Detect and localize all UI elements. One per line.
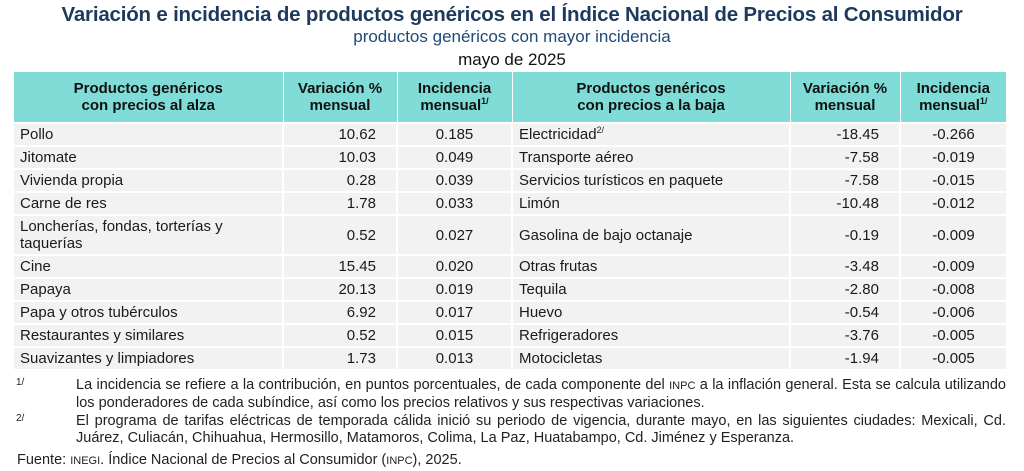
variation-up-cell: 1.78: [282, 191, 397, 215]
variation-up-cell: 15.45: [282, 254, 397, 278]
product-down-cell: Motocicletas: [511, 346, 790, 369]
incidence-up-cell: 0.015: [396, 323, 512, 347]
variation-down-cell: -3.48: [789, 254, 900, 278]
product-down-cell: Huevo: [511, 300, 790, 324]
variation-down-cell: -18.45: [789, 122, 900, 146]
variation-up-cell: 0.52: [282, 323, 397, 347]
incidence-up-cell: 0.019: [396, 277, 512, 301]
variation-up-cell: 20.13: [282, 277, 397, 301]
table-row: Carne de res 1.78 0.033 Limón -10.48 -0.012: [14, 191, 1006, 215]
variation-up-cell: 1.73: [282, 346, 397, 369]
variation-down-cell: -0.19: [789, 214, 900, 255]
incidence-down-cell: -0.015: [899, 168, 1006, 192]
variation-down-cell: -7.58: [789, 168, 900, 192]
table-row: Cine 15.45 0.020 Otras frutas -3.48 -0.009: [14, 254, 1006, 278]
product-up-cell: Vivienda propia: [14, 168, 283, 192]
incidence-table: Productos genéricos con precios al alza V…: [14, 72, 1006, 369]
incidence-down-cell: -0.009: [899, 254, 1006, 278]
incidence-up-cell: 0.049: [396, 145, 512, 169]
table-row: Jitomate 10.03 0.049 Transporte aéreo -7.58-…: [14, 145, 1006, 169]
header-up-product: Productos genéricos con precios al alza: [14, 72, 283, 123]
incidence-down-cell: -0.009: [899, 214, 1006, 255]
table-row: Papa y otros tubérculos 6.92 0.017 Huevo -0.…: [14, 300, 1006, 324]
incidence-up-cell: 0.185: [396, 122, 512, 146]
incidence-up-cell: 0.017: [396, 300, 512, 324]
variation-up-cell: 0.28: [282, 168, 397, 192]
variation-down-cell: -1.94: [789, 346, 900, 369]
table-row: Vivienda propia 0.28 0.039 Servicios turíst…: [14, 168, 1006, 192]
product-up-cell: Loncherías, fondas, torterías y taquería…: [14, 214, 283, 255]
product-down-cell: Servicios turísticos en paquete: [511, 168, 790, 192]
variation-down-cell: -0.54: [789, 300, 900, 324]
variation-up-cell: 0.52: [282, 214, 397, 255]
incidence-down-cell: -0.005: [899, 323, 1006, 347]
footnote-mark: 2/: [16, 413, 25, 424]
variation-up-cell: 10.03: [282, 145, 397, 169]
header-down-incidence: Incidencia mensual1/: [899, 72, 1006, 123]
incidence-up-cell: 0.020: [396, 254, 512, 278]
footnote-mark: 1/: [16, 377, 25, 388]
variation-down-cell: -10.48: [789, 191, 900, 215]
product-down-cell: Gasolina de bajo octanaje: [511, 214, 790, 255]
product-down-cell: Transporte aéreo: [511, 145, 790, 169]
product-down-cell: Tequila: [511, 277, 790, 301]
product-up-cell: Restaurantes y similares: [14, 323, 283, 347]
incidence-up-cell: 0.013: [396, 346, 512, 369]
source-note: Fuente: INEGI. Índice Nacional de Precio…: [17, 452, 462, 468]
table-row: Papaya 20.13 0.019 Tequila -2.80 -0.008: [14, 277, 1006, 301]
product-up-cell: Papaya: [14, 277, 283, 301]
table-row: Loncherías, fondas, torterías y taquería…: [14, 214, 1006, 255]
incidence-down-cell: -0.266: [899, 122, 1006, 146]
incidence-down-cell: -0.008: [899, 277, 1006, 301]
variation-up-cell: 10.62: [282, 122, 397, 146]
product-down-cell: Otras frutas: [511, 254, 790, 278]
table-row: Suavizantes y limpiadores 1.73 0.013 Motoci…: [14, 346, 1006, 369]
page-title: Variación e incidencia de productos gené…: [61, 3, 963, 26]
incidence-up-cell: 0.027: [396, 214, 512, 255]
period: mayo de 2025: [458, 50, 566, 69]
incidence-down-cell: -0.012: [899, 191, 1006, 215]
incidence-down-cell: -0.019: [899, 145, 1006, 169]
table-header: Productos genéricos con precios al alza V…: [14, 72, 1006, 123]
table-row: Pollo 10.62 0.185 Electricidad2/-18.45 -0.26…: [14, 122, 1006, 146]
product-up-cell: Pollo: [14, 122, 283, 146]
incidence-down-cell: -0.005: [899, 346, 1006, 369]
footnote-text: El programa de tarifas eléctricas de tem…: [76, 413, 1006, 446]
header-up-variation: Variación % mensual: [282, 72, 397, 123]
incidence-up-cell: 0.039: [396, 168, 512, 192]
product-down-cell: Refrigeradores: [511, 323, 790, 347]
product-up-cell: Suavizantes y limpiadores: [14, 346, 283, 369]
subtitle: productos genéricos con mayor incidencia: [353, 27, 671, 46]
product-up-cell: Cine: [14, 254, 283, 278]
incidence-up-cell: 0.033: [396, 191, 512, 215]
header-up-incidence: Incidencia mensual1/: [396, 72, 512, 123]
variation-up-cell: 6.92: [282, 300, 397, 324]
header-down-product: Productos genéricos con precios a la baja: [511, 72, 790, 123]
variation-down-cell: -2.80: [789, 277, 900, 301]
product-up-cell: Jitomate: [14, 145, 283, 169]
header-down-variation: Variación % mensual: [789, 72, 900, 123]
product-up-cell: Papa y otros tubérculos: [14, 300, 283, 324]
product-up-cell: Carne de res: [14, 191, 283, 215]
product-down-cell: Electricidad2/: [511, 122, 790, 146]
table-row: Restaurantes y similares 0.52 0.015 Refrige…: [14, 323, 1006, 347]
product-down-cell: Limón: [511, 191, 790, 215]
variation-down-cell: -7.58: [789, 145, 900, 169]
incidence-down-cell: -0.006: [899, 300, 1006, 324]
variation-down-cell: -3.76: [789, 323, 900, 347]
footnote-text: La incidencia se refiere a la contribuci…: [76, 377, 1006, 411]
